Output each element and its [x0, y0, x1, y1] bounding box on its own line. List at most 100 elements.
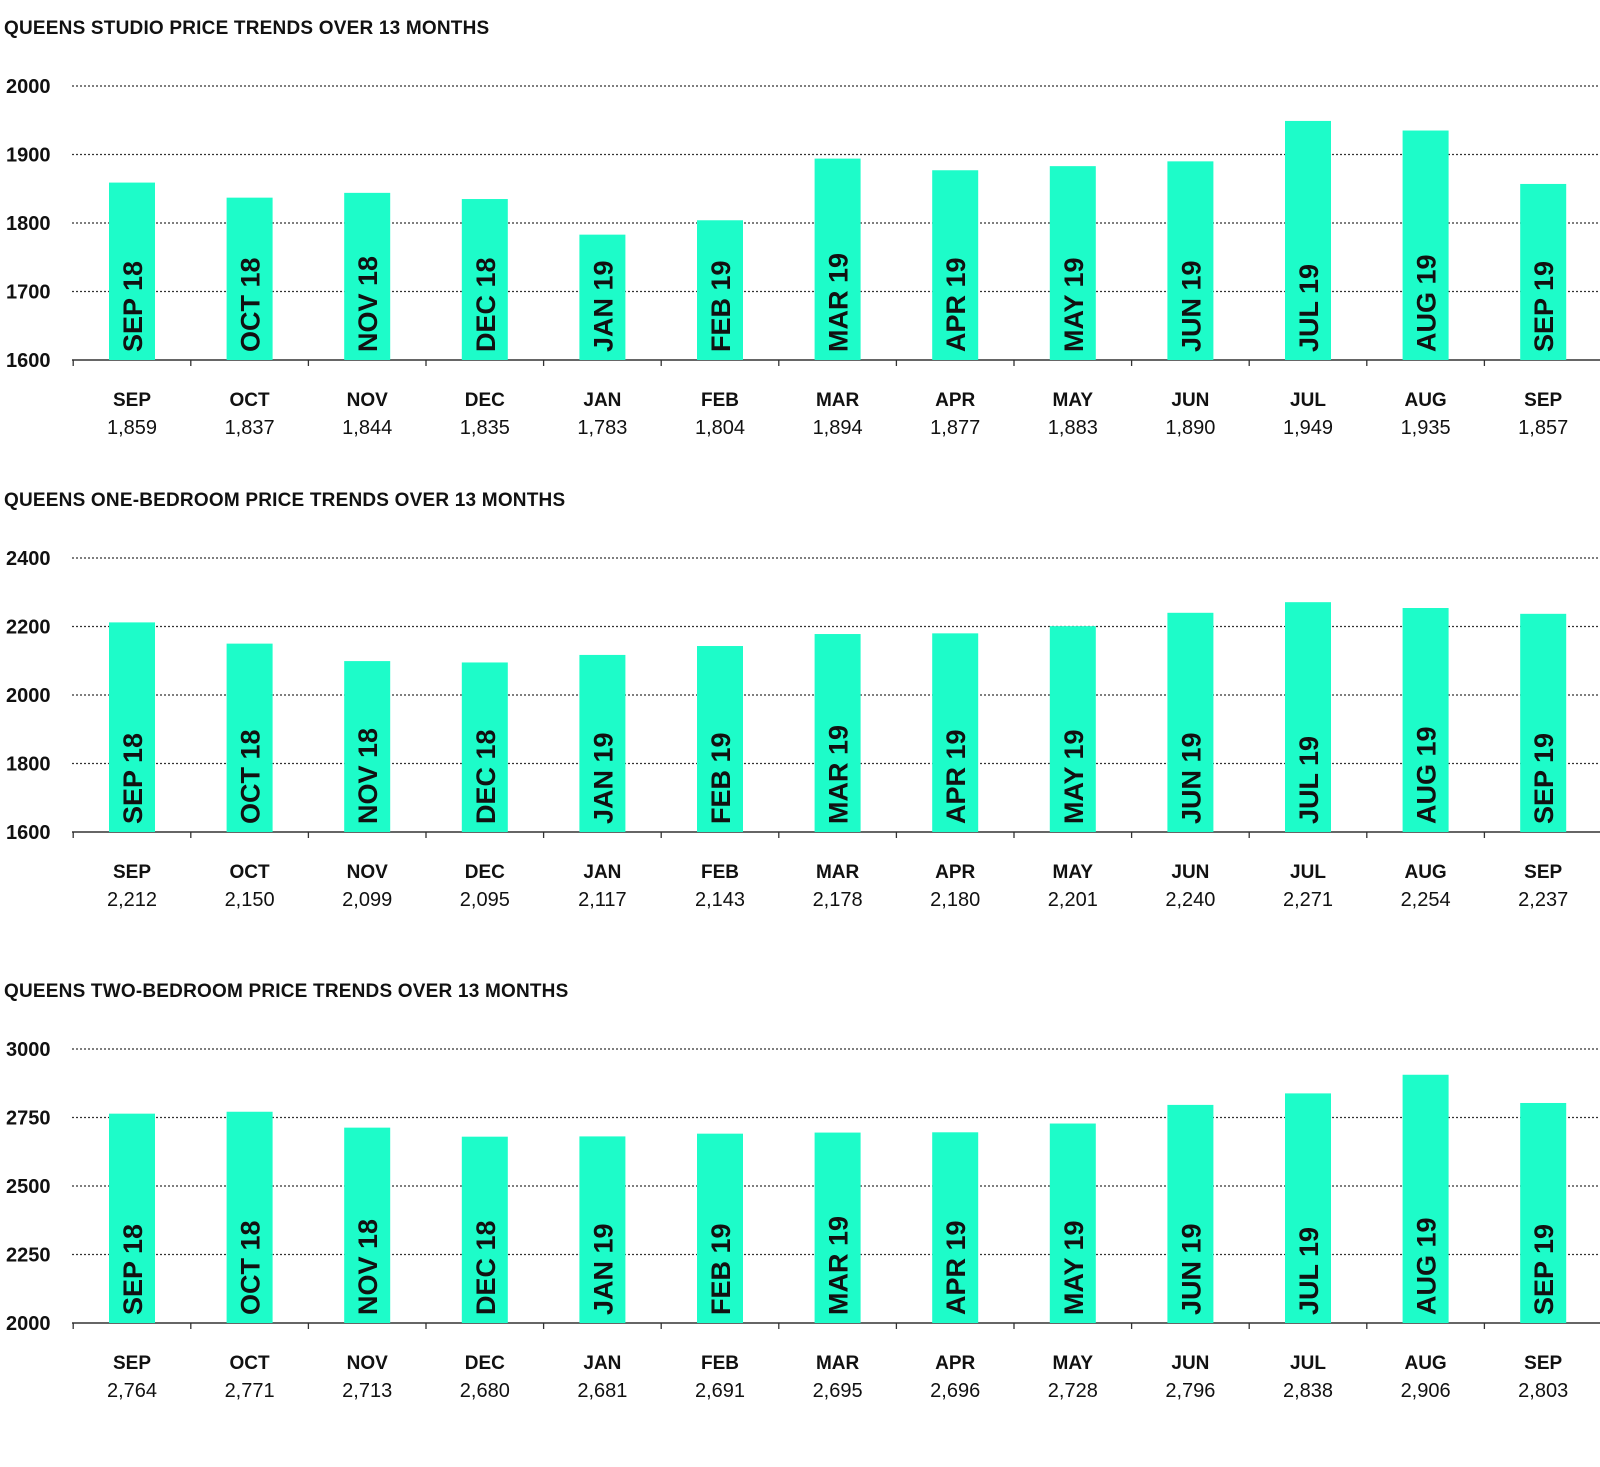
value-label: 2,254 — [1401, 889, 1451, 911]
x-category-label: JUN — [1171, 862, 1209, 883]
bar-label: SEP 18 — [118, 1224, 148, 1315]
x-category-label: SEP — [1524, 1353, 1562, 1374]
x-category-label: DEC — [465, 1353, 505, 1374]
bar-label: NOV 18 — [353, 1219, 383, 1315]
bar-label: AUG 19 — [1412, 726, 1442, 824]
value-label: 2,237 — [1518, 889, 1568, 911]
value-label: 2,680 — [460, 1380, 510, 1402]
value-label: 2,764 — [107, 1380, 157, 1402]
bar-label: DEC 18 — [471, 257, 501, 352]
bar-label: AUG 19 — [1412, 254, 1442, 352]
bar — [461, 662, 508, 832]
y-tick-label: 1900 — [6, 145, 51, 167]
x-category-label: JUL — [1290, 390, 1326, 411]
bar — [1520, 613, 1567, 832]
x-category-label: FEB — [701, 1353, 739, 1374]
value-label: 2,695 — [813, 1380, 863, 1402]
bar — [109, 1113, 155, 1323]
x-category-label: APR — [935, 390, 975, 411]
value-label: 1,835 — [460, 417, 510, 439]
bar-chart-one-bedroom: 2400 2200 2000 1800 1600 SEP 18 SEP 2,212 OCT 18… — [6, 548, 1600, 911]
value-label: 1,804 — [695, 417, 745, 439]
bar-label: JUN 19 — [1176, 1223, 1206, 1315]
bar — [226, 197, 273, 360]
y-tick-label: 2000 — [6, 1313, 51, 1335]
value-label: 1,783 — [577, 417, 627, 439]
chart-title: QUEENS STUDIO PRICE TRENDS OVER 13 MONTH… — [4, 18, 490, 39]
bar-label: MAR 19 — [824, 725, 854, 824]
x-category-label: MAR — [816, 862, 860, 883]
x-category-label: AUG — [1404, 862, 1446, 883]
x-category-label: DEC — [465, 862, 505, 883]
bar — [697, 1133, 743, 1323]
value-label: 2,271 — [1283, 889, 1333, 911]
bar-label: SEP 19 — [1529, 1224, 1559, 1315]
bar — [1520, 1102, 1567, 1323]
bar-label: OCT 18 — [236, 1220, 266, 1315]
value-label: 1,935 — [1401, 417, 1451, 439]
value-label: 2,728 — [1048, 1380, 1098, 1402]
value-label: 1,837 — [225, 417, 275, 439]
bar-label: DEC 18 — [471, 729, 501, 824]
bar — [109, 622, 155, 832]
bar-label: MAY 19 — [1059, 729, 1089, 824]
bar-label: OCT 18 — [236, 257, 266, 352]
x-category-label: SEP — [1524, 862, 1562, 883]
x-category-label: FEB — [701, 390, 739, 411]
y-tick-label: 1700 — [6, 282, 51, 304]
bar-label: JUN 19 — [1176, 260, 1206, 352]
value-label: 2,117 — [578, 889, 627, 911]
value-label: 2,771 — [225, 1380, 275, 1402]
bar — [932, 633, 979, 832]
bar — [344, 1127, 391, 1323]
bar — [109, 182, 155, 360]
x-category-label: OCT — [230, 862, 271, 883]
bar-label: JUL 19 — [1294, 264, 1324, 352]
bar-label: NOV 18 — [353, 728, 383, 824]
x-category-label: JUN — [1171, 1353, 1209, 1374]
value-label: 1,844 — [342, 417, 392, 439]
bar — [579, 654, 626, 832]
y-tick-label: 1800 — [6, 754, 51, 776]
bar-label: APR 19 — [941, 729, 971, 824]
bar-label: JUL 19 — [1294, 1227, 1324, 1315]
x-category-label: DEC — [465, 390, 505, 411]
x-category-label: NOV — [347, 390, 389, 411]
chart-title: QUEENS TWO-BEDROOM PRICE TRENDS OVER 13 … — [4, 981, 569, 1002]
x-category-label: APR — [935, 1353, 975, 1374]
bar-label: APR 19 — [941, 1220, 971, 1315]
x-category-label: NOV — [347, 1353, 389, 1374]
bar-label: FEB 19 — [706, 732, 736, 824]
bar — [1285, 602, 1331, 832]
x-category-label: SEP — [113, 390, 151, 411]
bar — [1402, 608, 1449, 832]
value-label: 2,143 — [695, 889, 745, 911]
bar — [814, 158, 861, 360]
value-label: 2,180 — [930, 889, 980, 911]
bar — [814, 1132, 861, 1323]
x-category-label: MAY — [1053, 390, 1094, 411]
y-tick-label: 1800 — [6, 213, 51, 235]
y-tick-label: 3000 — [6, 1039, 51, 1061]
x-category-label: SEP — [113, 862, 151, 883]
bar-label: SEP 19 — [1529, 733, 1559, 824]
value-label: 1,894 — [813, 417, 863, 439]
value-label: 2,713 — [342, 1380, 392, 1402]
value-label: 2,838 — [1283, 1380, 1333, 1402]
x-category-label: JAN — [583, 390, 621, 411]
y-tick-label: 2000 — [6, 76, 51, 98]
bar-label: JAN 19 — [588, 260, 618, 352]
value-label: 2,150 — [225, 889, 275, 911]
bar-label: FEB 19 — [706, 1223, 736, 1315]
value-label: 2,201 — [1048, 889, 1098, 911]
bar-label: JAN 19 — [588, 1223, 618, 1315]
x-category-label: MAY — [1053, 1353, 1094, 1374]
x-category-label: SEP — [1524, 390, 1562, 411]
bar-label: JUL 19 — [1294, 736, 1324, 824]
bar-label: SEP 18 — [118, 733, 148, 824]
value-label: 1,949 — [1283, 417, 1333, 439]
chart-title: QUEENS ONE-BEDROOM PRICE TRENDS OVER 13 … — [4, 490, 566, 511]
bar-label: JAN 19 — [588, 732, 618, 824]
value-label: 2,240 — [1165, 889, 1215, 911]
x-category-label: FEB — [701, 862, 739, 883]
